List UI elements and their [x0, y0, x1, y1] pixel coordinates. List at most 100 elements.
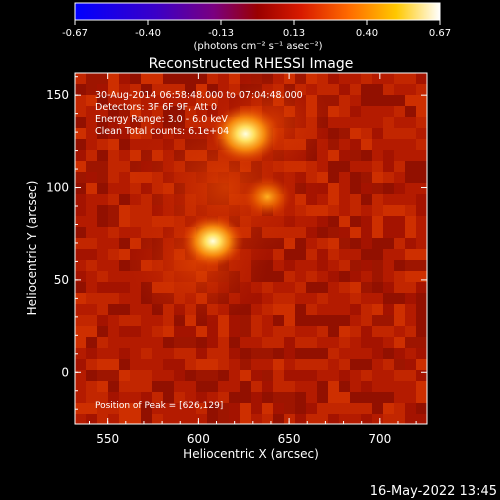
image-pixel: [328, 359, 339, 370]
image-pixel: [383, 216, 394, 227]
image-pixel: [405, 326, 416, 337]
image-pixel: [372, 117, 383, 128]
image-pixel: [339, 381, 350, 392]
image-pixel: [339, 304, 350, 315]
image-pixel: [141, 359, 152, 370]
image-pixel: [75, 249, 86, 260]
image-pixel: [416, 392, 427, 403]
image-pixel: [405, 238, 416, 249]
image-pixel: [240, 337, 251, 348]
image-pixel: [284, 403, 295, 414]
image-pixel: [97, 183, 108, 194]
image-pixel: [350, 95, 361, 106]
image-pixel: [174, 370, 185, 381]
image-pixel: [306, 370, 317, 381]
image-pixel: [328, 392, 339, 403]
image-pixel: [416, 106, 427, 117]
image-pixel: [196, 381, 207, 392]
image-pixel: [86, 282, 97, 293]
image-pixel: [361, 161, 372, 172]
image-pixel: [306, 271, 317, 282]
image-pixel: [75, 260, 86, 271]
image-pixel: [130, 216, 141, 227]
image-pixel: [416, 348, 427, 359]
image-pixel: [141, 337, 152, 348]
image-pixel: [108, 282, 119, 293]
image-pixel: [317, 337, 328, 348]
image-pixel: [119, 260, 130, 271]
image-pixel: [405, 95, 416, 106]
image-pixel: [361, 238, 372, 249]
image-pixel: [240, 403, 251, 414]
colorbar-tick-label: 0.67: [429, 28, 451, 39]
y-axis: 0 50 100 150: [46, 76, 427, 410]
image-pixel: [119, 326, 130, 337]
image-pixel: [416, 403, 427, 414]
image-pixel: [328, 128, 339, 139]
image-pixel: [108, 414, 119, 424]
image-pixel: [405, 161, 416, 172]
image-pixel: [75, 271, 86, 282]
image-pixel: [229, 73, 240, 84]
image-pixel: [372, 150, 383, 161]
image-pixel: [218, 337, 229, 348]
image-pixel: [372, 106, 383, 117]
image-pixel: [207, 73, 218, 84]
image-pixel: [97, 117, 108, 128]
image-pixel: [284, 282, 295, 293]
image-pixel: [185, 326, 196, 337]
image-pixel: [328, 304, 339, 315]
image-pixel: [273, 326, 284, 337]
image-pixel: [119, 348, 130, 359]
image-pixel: [416, 282, 427, 293]
image-pixel: [383, 84, 394, 95]
image-pixel: [284, 249, 295, 260]
image-pixel: [394, 326, 405, 337]
image-pixel: [394, 359, 405, 370]
image-pixel: [185, 73, 196, 84]
image-pixel: [328, 315, 339, 326]
image-pixel: [328, 95, 339, 106]
image-pixel: [108, 84, 119, 95]
image-pixel: [394, 249, 405, 260]
image-pixel: [317, 392, 328, 403]
image-pixel: [141, 73, 152, 84]
image-pixel: [361, 260, 372, 271]
image-pixel: [317, 403, 328, 414]
image-pixel: [383, 205, 394, 216]
image-pixel: [295, 337, 306, 348]
annotation-line: 30-Aug-2014 06:58:48.000 to 07:04:48.000: [95, 90, 303, 101]
image-pixel: [97, 249, 108, 260]
image-pixel: [174, 73, 185, 84]
image-pixel: [383, 304, 394, 315]
image-pixel: [339, 260, 350, 271]
colorbar-unit-label: (photons cm⁻² s⁻¹ asec⁻²): [193, 41, 322, 52]
image-pixel: [284, 392, 295, 403]
emission-source: [182, 215, 244, 268]
image-pixel: [295, 293, 306, 304]
image-pixel: [317, 315, 328, 326]
x-tick-label: 700: [368, 432, 391, 446]
image-pixel: [196, 326, 207, 337]
image-pixel: [284, 381, 295, 392]
image-pixel: [350, 370, 361, 381]
image-pixel: [416, 161, 427, 172]
image-pixel: [185, 84, 196, 95]
image-pixel: [416, 117, 427, 128]
image-pixel: [328, 293, 339, 304]
image-pixel: [405, 150, 416, 161]
image-pixel: [207, 392, 218, 403]
image-pixel: [317, 73, 328, 84]
image-pixel: [185, 381, 196, 392]
image-pixel: [350, 304, 361, 315]
image-pixel: [317, 348, 328, 359]
image-pixel: [97, 282, 108, 293]
image-pixel: [273, 304, 284, 315]
image-pixel: [361, 271, 372, 282]
image-pixel: [185, 359, 196, 370]
image-pixel: [185, 95, 196, 106]
emission-source: [243, 176, 292, 218]
image-pixel: [295, 359, 306, 370]
image-pixel: [317, 172, 328, 183]
